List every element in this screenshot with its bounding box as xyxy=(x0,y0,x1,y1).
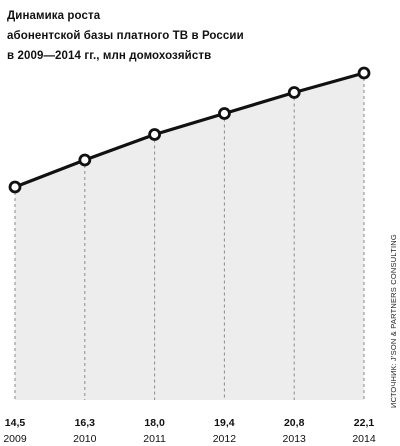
x-tick-label-2013: 2013 xyxy=(283,433,307,445)
data-point-2013 xyxy=(287,86,301,99)
data-point-2009 xyxy=(8,180,22,194)
value-label-2009: 14,5 xyxy=(5,417,26,429)
data-point-2010 xyxy=(78,153,92,167)
chart-title-line-2: абонентской базы платного ТВ в России xyxy=(7,30,244,42)
data-point-2014 xyxy=(357,66,371,80)
x-tick-label-2009: 2009 xyxy=(3,433,27,445)
chart-title: Динамика роста абонентской базы платного… xyxy=(7,6,307,66)
value-label-2011: 18,0 xyxy=(144,417,165,429)
x-tick-label-2012: 2012 xyxy=(213,433,237,445)
value-label-2010: 16,3 xyxy=(75,417,96,429)
value-label-2013: 20,8 xyxy=(284,417,305,429)
x-tick-label-2010: 2010 xyxy=(73,433,97,445)
data-point-2012 xyxy=(217,107,231,120)
area-fill xyxy=(15,73,364,400)
chart-title-line-1: Динамика роста xyxy=(7,10,101,22)
x-tick-label-2011: 2011 xyxy=(143,433,166,445)
x-tick-label-2014: 2014 xyxy=(352,433,376,445)
chart-title-line-3: в 2009—2014 гг., млн домохозяйств xyxy=(7,50,212,62)
value-label-2014: 22,1 xyxy=(354,417,375,429)
value-label-2012: 19,4 xyxy=(214,417,235,429)
source-note: ИСТОЧНИК: J’SON & PARTNERS CONSULTING xyxy=(389,234,398,408)
series-line xyxy=(14,71,365,189)
data-point-2011 xyxy=(148,128,162,141)
